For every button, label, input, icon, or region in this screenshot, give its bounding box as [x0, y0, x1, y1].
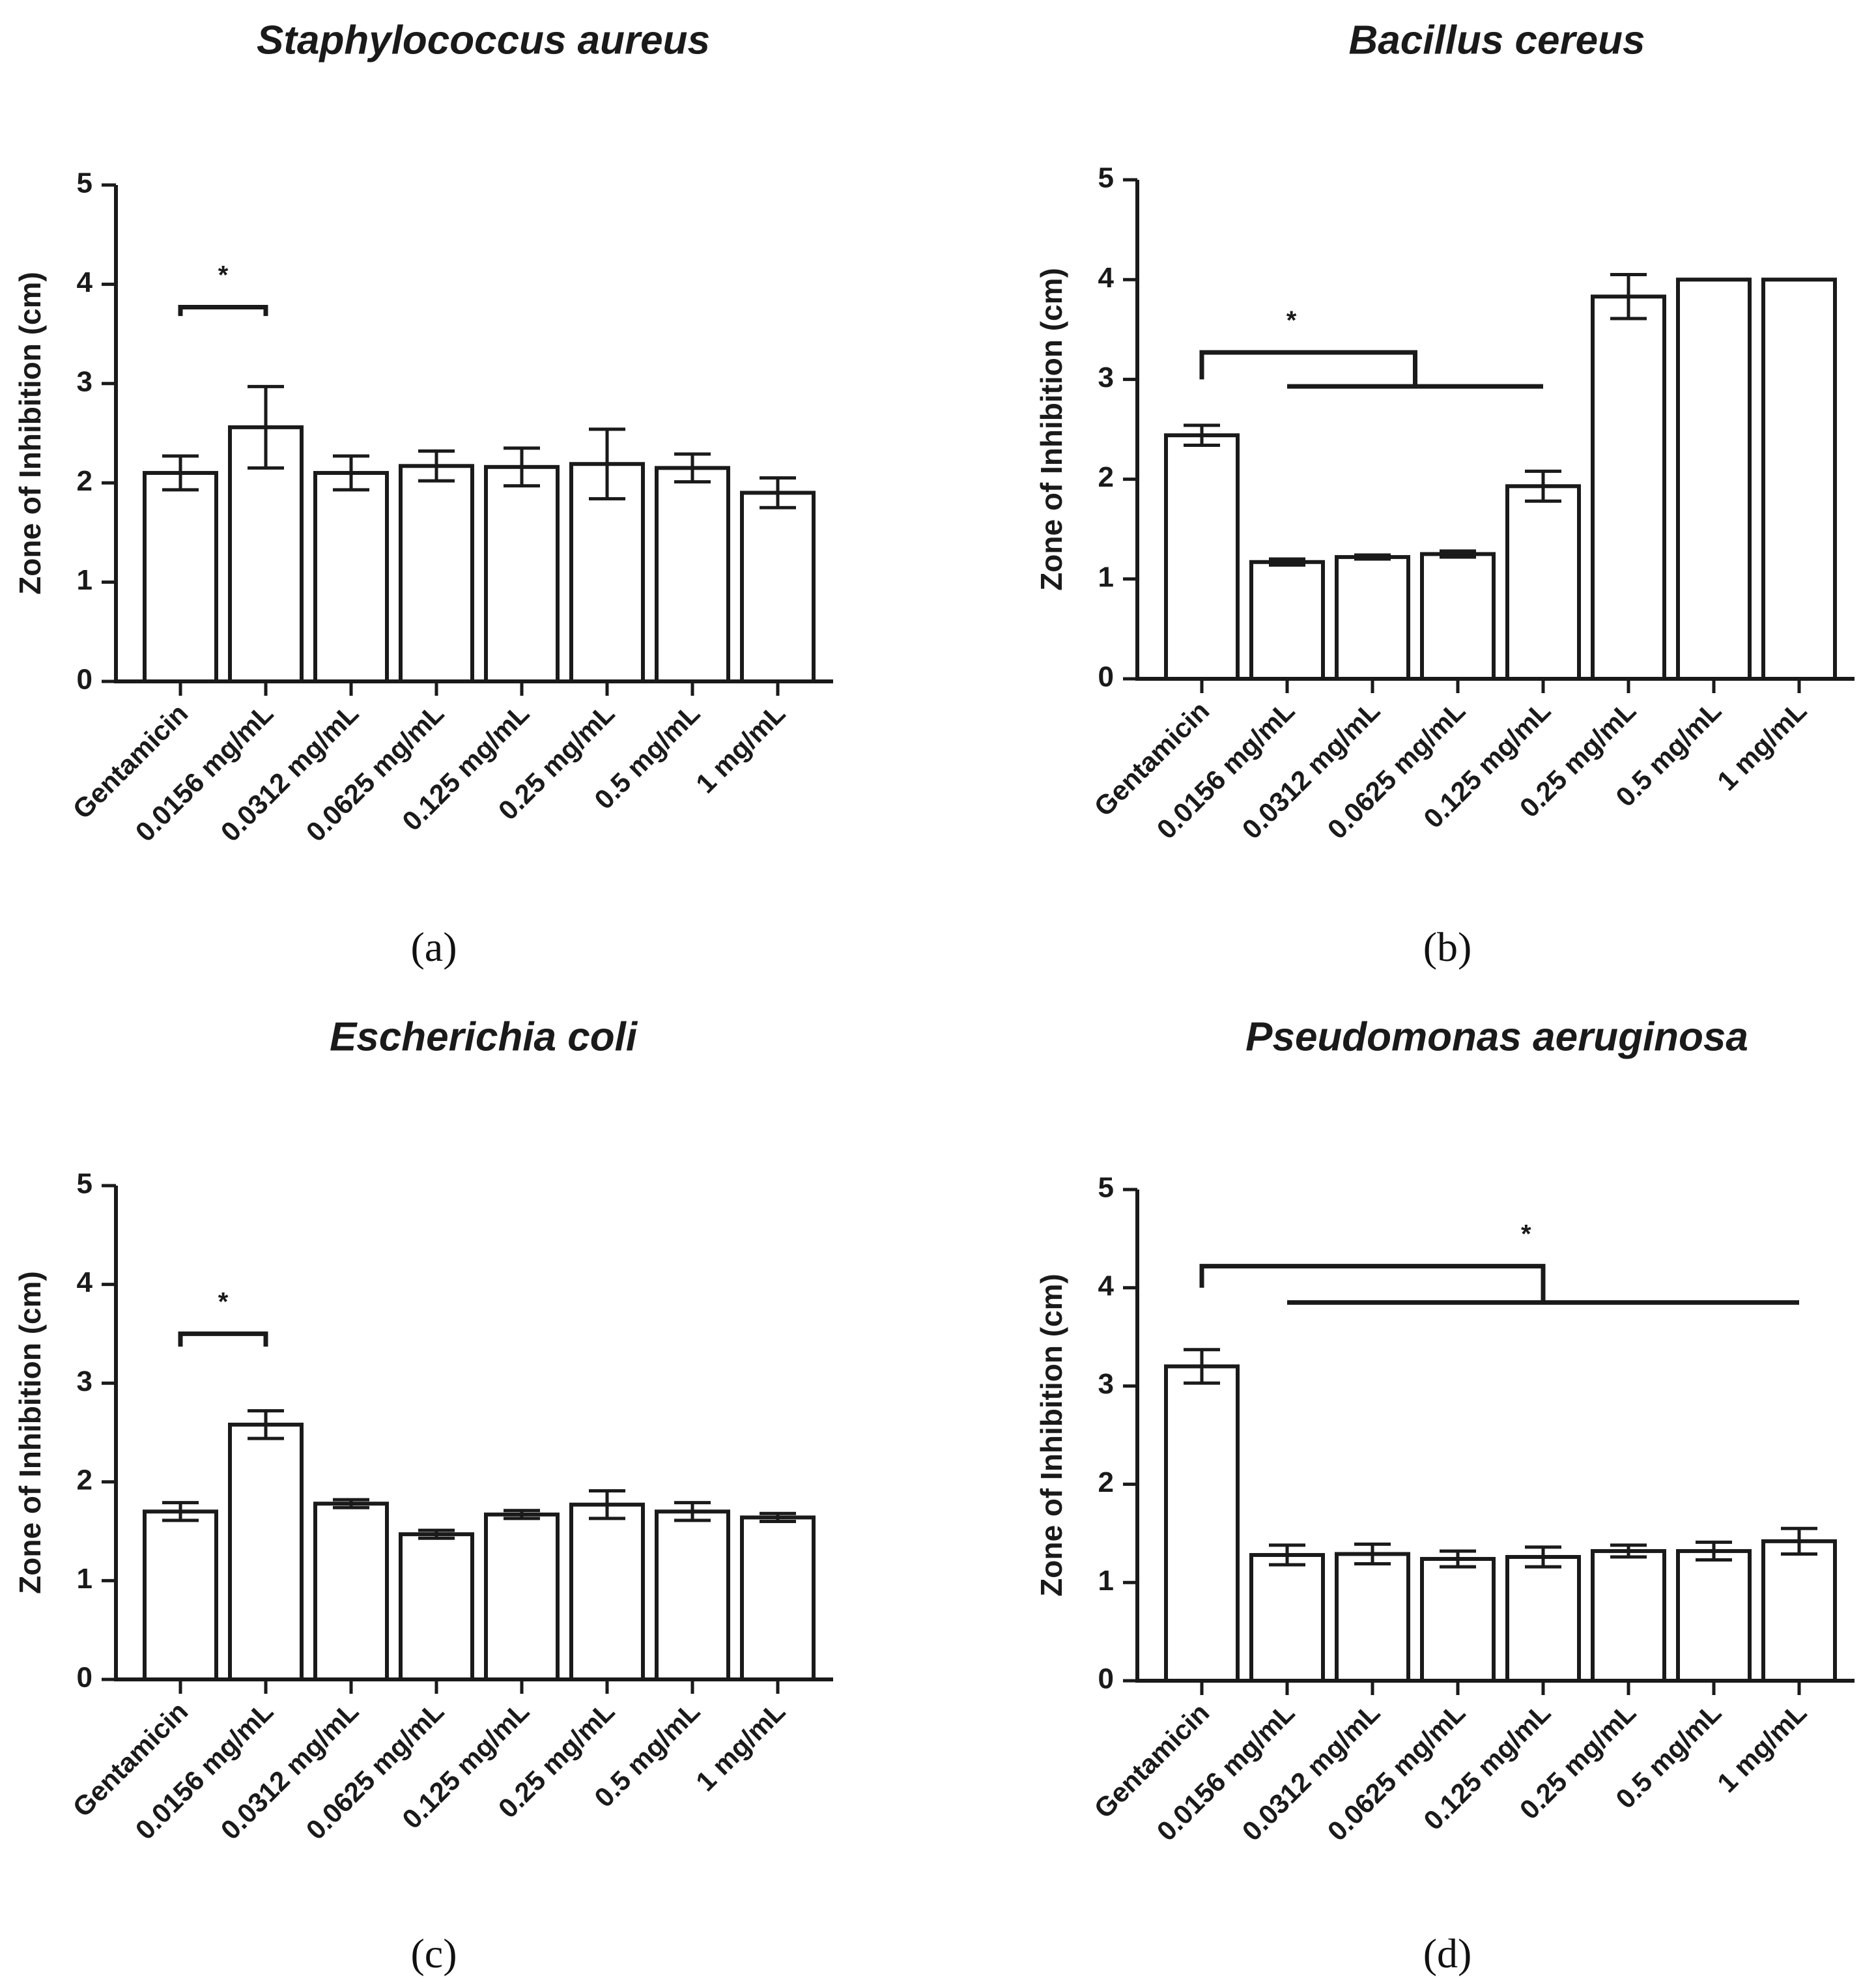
- bar: [1761, 278, 1837, 681]
- bar: [1676, 1548, 1752, 1683]
- bar: [313, 1502, 389, 1682]
- y-tick-label: 3: [77, 1365, 92, 1397]
- y-tick-label: 2: [1098, 1466, 1114, 1498]
- x-tick-label: 1 mg/mL: [690, 1696, 791, 1797]
- panel-letter: (d): [1423, 1930, 1472, 1976]
- y-tick-label: 1: [1098, 561, 1114, 593]
- bar: [313, 470, 389, 684]
- y-tick-label: 2: [1098, 461, 1114, 493]
- y-tick-label: 4: [1098, 262, 1115, 294]
- panel-c: Escherichia coli Zone of Inhibition (cm) 0…: [13, 1014, 833, 1976]
- panel-b: Bacillus cereus Zone of Inhibition (cm) 0 1…: [1034, 18, 1855, 970]
- y-tick-label: 5: [77, 1168, 92, 1200]
- significance-bracket: [178, 1331, 268, 1347]
- y-axis-label: Zone of Inhibition (cm): [13, 272, 47, 595]
- chart-title: Pseudomonas aeruginosa: [1245, 1014, 1748, 1059]
- y-tick-label: 0: [1098, 661, 1114, 693]
- bar: [1249, 560, 1325, 681]
- bar: [1335, 1552, 1410, 1683]
- bar: [399, 464, 474, 683]
- y-tick-label: 3: [1098, 362, 1114, 393]
- bar: [655, 1509, 730, 1682]
- y-tick-label: 3: [1098, 1368, 1114, 1400]
- y-tick-label: 4: [77, 1266, 93, 1298]
- y-tick-label: 3: [77, 365, 92, 397]
- significance-marker: *: [218, 1287, 229, 1316]
- x-tick-label: 1 mg/mL: [1711, 1697, 1812, 1798]
- bar: [484, 1512, 560, 1681]
- panel-d: Pseudomonas aeruginosa Zone of Inhibition…: [1034, 1014, 1855, 1976]
- y-tick-label: 1: [1098, 1565, 1114, 1597]
- bar: [143, 470, 218, 684]
- bar: [1676, 278, 1752, 681]
- bar: [1591, 294, 1666, 681]
- panel-a: Staphylococcus aureus Zone of Inhibition …: [13, 18, 833, 970]
- y-tick-label: 5: [77, 167, 92, 199]
- y-tick-label: 1: [77, 564, 92, 596]
- panel-letter: (c): [410, 1930, 457, 1976]
- y-axis-label: Zone of Inhibition (cm): [1034, 1274, 1068, 1597]
- x-tick-label: 1 mg/mL: [1711, 695, 1812, 796]
- bar: [1420, 552, 1496, 681]
- y-tick-label: 0: [77, 1662, 92, 1694]
- bar: [740, 491, 816, 683]
- y-tick-label: 0: [1098, 1663, 1114, 1695]
- bar: [1164, 1364, 1240, 1683]
- y-tick-label: 5: [1098, 162, 1114, 194]
- bar: [143, 1509, 218, 1682]
- y-tick-label: 5: [1098, 1172, 1114, 1204]
- bar: [228, 1422, 304, 1682]
- y-tick-label: 4: [77, 266, 93, 298]
- panel-letter: (a): [410, 924, 457, 970]
- bar: [1591, 1548, 1666, 1683]
- significance-bracket: [1199, 350, 1417, 387]
- bar: [1761, 1539, 1837, 1683]
- bar: [1505, 1554, 1581, 1683]
- bar: [1335, 555, 1410, 681]
- significance-bracket: [1199, 1264, 1546, 1303]
- bar: [740, 1515, 816, 1681]
- significance-marker: *: [218, 261, 229, 289]
- x-tick-label: 1 mg/mL: [690, 698, 791, 799]
- bar: [228, 425, 304, 684]
- y-tick-label: 4: [1098, 1270, 1115, 1302]
- y-tick-label: 1: [77, 1563, 92, 1595]
- bar: [1164, 433, 1240, 681]
- bar: [655, 466, 730, 684]
- significance-bracket: [178, 304, 268, 317]
- significance-marker: *: [1521, 1220, 1531, 1249]
- y-axis-label: Zone of Inhibition (cm): [13, 1271, 47, 1594]
- bar: [399, 1532, 474, 1681]
- y-tick-label: 2: [77, 465, 92, 497]
- bar: [1505, 484, 1581, 681]
- bar: [1249, 1552, 1325, 1683]
- bar: [569, 1502, 645, 1681]
- chart-title: Staphylococcus aureus: [257, 18, 710, 63]
- y-axis-label: Zone of Inhibition (cm): [1034, 268, 1068, 591]
- chart-title: Bacillus cereus: [1349, 18, 1645, 63]
- chart-title: Escherichia coli: [330, 1014, 638, 1059]
- significance-marker: *: [1286, 306, 1297, 335]
- y-tick-label: 0: [77, 664, 92, 696]
- bar: [1420, 1557, 1496, 1683]
- panel-letter: (b): [1423, 924, 1472, 970]
- bar: [484, 464, 560, 683]
- y-tick-label: 2: [77, 1464, 92, 1496]
